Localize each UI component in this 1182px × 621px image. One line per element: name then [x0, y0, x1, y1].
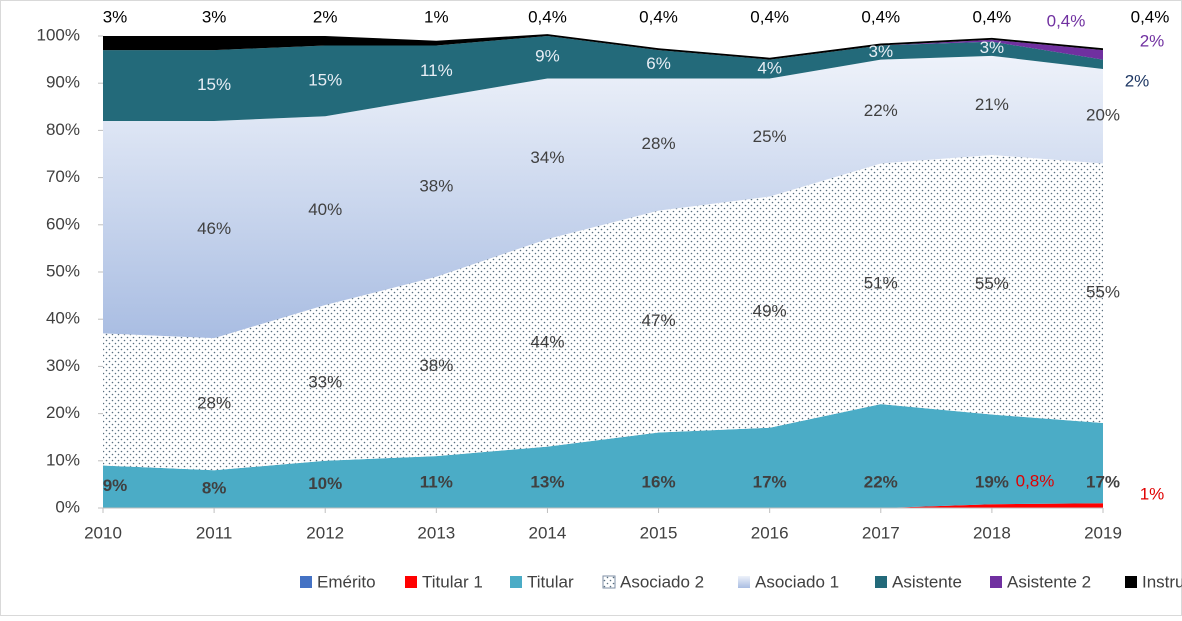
- legend-label: Asistente 2: [1007, 572, 1091, 591]
- data-label: 34%: [530, 148, 564, 167]
- data-label: 55%: [1086, 283, 1120, 302]
- data-label: 16%: [642, 472, 676, 491]
- data-label: 19%: [975, 472, 1009, 491]
- data-label: 8%: [202, 479, 227, 498]
- data-label: 51%: [864, 273, 898, 292]
- data-label: 1%: [1140, 484, 1165, 503]
- x-tick-label: 2016: [751, 523, 789, 542]
- data-label: 2%: [1125, 71, 1150, 90]
- legend-label: Titular: [527, 572, 574, 591]
- data-label: 6%: [646, 54, 671, 73]
- y-tick-label: 10%: [46, 450, 80, 469]
- data-label: 33%: [308, 372, 342, 391]
- data-label: 10%: [308, 474, 342, 493]
- legend-label: Instructor: [1142, 572, 1182, 591]
- data-label: 28%: [642, 134, 676, 153]
- data-label: 3%: [202, 7, 227, 26]
- data-label: 17%: [753, 472, 787, 491]
- data-label: 44%: [530, 332, 564, 351]
- data-label: 47%: [642, 311, 676, 330]
- data-label: 11%: [420, 61, 453, 80]
- data-label: 13%: [530, 472, 564, 491]
- y-tick-label: 60%: [46, 214, 80, 233]
- legend-swatch: [990, 576, 1002, 588]
- legend-swatch: [1125, 576, 1137, 588]
- legend: Emérito Titular 1 Titular Asociado 2 Asociad…: [300, 572, 1182, 591]
- data-label: 20%: [1086, 106, 1120, 125]
- area: [103, 34, 1103, 60]
- y-tick-label: 30%: [46, 356, 80, 375]
- y-tick-label: 50%: [46, 261, 80, 280]
- x-tick-label: 2015: [640, 523, 678, 542]
- x-tick-label: 2013: [417, 523, 455, 542]
- x-tick-label: 2011: [196, 523, 233, 542]
- legend-label: Asistente: [892, 572, 962, 591]
- area: [103, 36, 1103, 121]
- legend-swatch: [602, 575, 616, 589]
- data-label: 0,8%: [1016, 471, 1055, 490]
- legend-swatch: [300, 576, 312, 588]
- data-label: 49%: [753, 302, 787, 321]
- data-label: 17%: [1086, 472, 1120, 491]
- y-tick-label: 90%: [46, 73, 80, 92]
- x-tick-label: 2017: [862, 523, 900, 542]
- data-label: 0,4%: [528, 7, 567, 26]
- legend-swatch: [510, 576, 522, 588]
- data-label: 25%: [753, 127, 787, 146]
- data-label: 46%: [197, 219, 231, 238]
- y-tick-label: 20%: [46, 403, 80, 422]
- x-tick-label: 2014: [529, 523, 567, 542]
- area: [103, 404, 1103, 508]
- data-label: 55%: [975, 274, 1009, 293]
- data-label: 28%: [197, 394, 231, 413]
- y-tick-label: 40%: [46, 309, 80, 328]
- x-tick-label: 2019: [1084, 523, 1122, 542]
- legend-label: Asociado 1: [755, 572, 839, 591]
- data-label: 1%: [424, 7, 449, 26]
- y-tick-label: 0%: [55, 497, 80, 516]
- data-label: 0,4%: [750, 7, 789, 26]
- data-label: 21%: [975, 95, 1009, 114]
- data-label: 3%: [980, 38, 1005, 57]
- data-label: 9%: [535, 47, 560, 66]
- data-label: 22%: [864, 101, 898, 120]
- x-tick-label: 2012: [306, 523, 344, 542]
- data-label: 9%: [103, 476, 128, 495]
- y-tick-label: 100%: [37, 25, 80, 44]
- x-tick-label: 2010: [84, 523, 122, 542]
- data-label: 2%: [313, 7, 338, 26]
- y-tick-label: 80%: [46, 120, 80, 139]
- data-label: 3%: [868, 42, 893, 61]
- y-tick-label: 70%: [46, 167, 80, 186]
- legend-swatch: [875, 576, 887, 588]
- data-label: 0,4%: [1131, 7, 1170, 26]
- data-label: 0,4%: [973, 7, 1012, 26]
- x-tick-label: 2018: [973, 523, 1011, 542]
- data-label: 15%: [197, 75, 231, 94]
- area: [103, 55, 1103, 339]
- data-label: 0,4%: [639, 7, 678, 26]
- data-label: 22%: [864, 472, 898, 491]
- legend-label: Asociado 2: [620, 572, 704, 591]
- data-label: 38%: [419, 177, 453, 196]
- legend-swatch: [405, 576, 417, 588]
- area: [103, 154, 1103, 471]
- data-label: 40%: [308, 200, 342, 219]
- legend-swatch: [738, 576, 750, 588]
- data-label: 11%: [420, 472, 453, 491]
- data-label: 4%: [757, 59, 782, 78]
- legend-label: Emérito: [317, 572, 376, 591]
- data-label: 15%: [308, 70, 342, 89]
- data-label: 0,4%: [1047, 11, 1086, 30]
- data-label: 0,4%: [861, 7, 900, 26]
- data-label: 3%: [103, 7, 128, 26]
- legend-label: Titular 1: [422, 572, 483, 591]
- data-label: 2%: [1140, 31, 1165, 50]
- data-label: 38%: [419, 356, 453, 375]
